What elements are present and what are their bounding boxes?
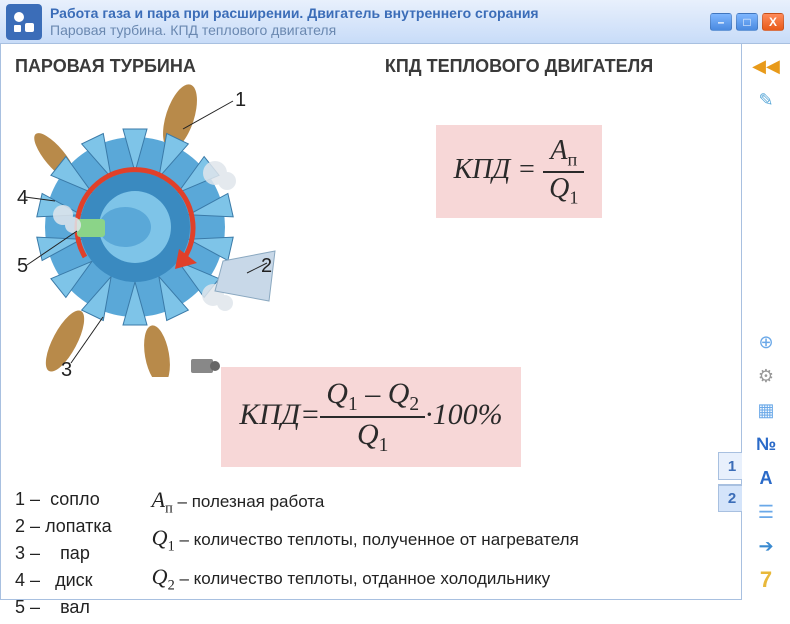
count-icon[interactable]: 7 (751, 566, 781, 594)
f2-num-b-sub: 2 (409, 394, 419, 415)
number-icon[interactable]: № (751, 430, 781, 458)
legend-row: 4 – диск (15, 570, 112, 591)
window-controls: – □ X (710, 13, 784, 31)
f1-num-sub: п (567, 150, 577, 170)
minimize-button[interactable]: – (710, 13, 732, 31)
legend-row: 1 – сопло (15, 489, 112, 510)
turbine-diagram: 1 2 3 4 5 (15, 77, 295, 357)
f2-den: Q (357, 418, 379, 451)
callout-4: 4 (17, 187, 28, 210)
f2-num-a-sub: 1 (348, 394, 358, 415)
title-line1: Работа газа и пара при расширении. Двига… (50, 5, 710, 21)
legend-row: 3 – пар (15, 543, 112, 564)
next-icon[interactable]: ➔ (751, 532, 781, 560)
def-row: Q1 – количество теплоты, полученное от н… (152, 525, 579, 555)
font-icon[interactable]: A (751, 464, 781, 492)
formula-1: КПД = Aп Q1 (436, 125, 603, 218)
eraser-icon[interactable]: ✎ (751, 86, 781, 114)
title-text: Работа газа и пара при расширении. Двига… (50, 5, 710, 37)
list-icon[interactable]: ☰ (751, 498, 781, 526)
callout-1: 1 (235, 89, 246, 112)
f1-den: Q (549, 173, 569, 204)
legend-row: 5 – вал (15, 597, 112, 618)
f2-num-a: Q (326, 377, 348, 410)
f1-den-sub: 1 (569, 187, 578, 207)
formula-2: КПД = Q1 – Q2 Q1 · 100% (221, 367, 520, 467)
f1-lhs: КПД (454, 154, 511, 185)
f2-times: · (425, 398, 433, 431)
side-rail: ◀◀ ✎ ⊕ ⚙ ▦ № A ☰ ➔ 7 (742, 44, 790, 600)
def-row: Q2 – количество теплоты, отданное холоди… (152, 564, 579, 594)
f1-fraction: Aп Q1 (543, 135, 584, 208)
f2-fraction: Q1 – Q2 Q1 (320, 377, 425, 457)
right-column: КПД ТЕПЛОВОГО ДВИГАТЕЛЯ КПД = Aп Q1 (311, 56, 727, 357)
app-icon (6, 4, 42, 40)
f2-tail: 100% (433, 398, 503, 431)
table-icon[interactable]: ▦ (751, 396, 781, 424)
back-icon[interactable]: ◀◀ (751, 52, 781, 80)
f1-num: A (550, 135, 567, 166)
title-bar: Работа газа и пара при расширении. Двига… (0, 0, 790, 44)
maximize-button[interactable]: □ (736, 13, 758, 31)
heading-kpd: КПД ТЕПЛОВОГО ДВИГАТЕЛЯ (385, 56, 653, 77)
callout-5: 5 (17, 255, 28, 278)
definitions: Aп – полезная работа Q1 – количество теп… (152, 487, 579, 624)
legend: 1 – сопло 2 – лопатка 3 – пар 4 – диск 5… (15, 489, 112, 624)
f2-minus: – (365, 377, 380, 410)
f2-lhs: КПД (239, 398, 300, 431)
f2-den-sub: 1 (379, 435, 389, 456)
turbine-svg (15, 77, 295, 377)
left-column: ПАРОВАЯ ТУРБИНА (15, 56, 295, 357)
f1-eq: = (517, 154, 536, 185)
callout-2: 2 (261, 255, 272, 278)
title-line2: Паровая турбина. КПД теплового двигателя (50, 22, 710, 38)
settings-icon[interactable]: ⚙ (751, 362, 781, 390)
close-button[interactable]: X (762, 13, 784, 31)
f2-num-b: Q (388, 377, 410, 410)
def-row: Aп – полезная работа (152, 487, 579, 517)
f2-eq: = (300, 398, 320, 431)
content-area: ПАРОВАЯ ТУРБИНА (0, 44, 742, 600)
heading-turbine: ПАРОВАЯ ТУРБИНА (15, 56, 295, 77)
legend-row: 2 – лопатка (15, 516, 112, 537)
callout-3: 3 (61, 359, 72, 382)
zoom-icon[interactable]: ⊕ (751, 328, 781, 356)
